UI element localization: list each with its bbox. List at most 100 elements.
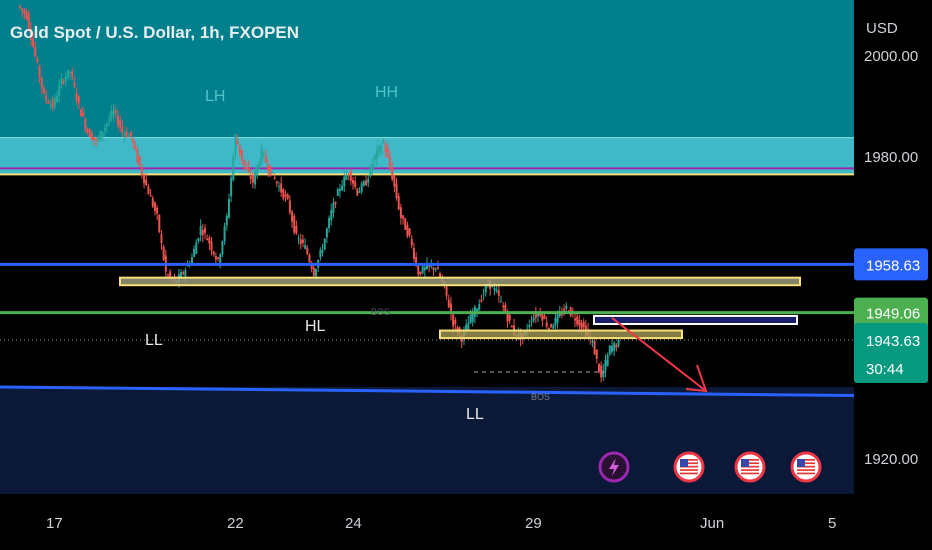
candle-body	[258, 162, 261, 168]
candle-body	[349, 170, 352, 181]
candle-body	[53, 97, 56, 107]
candle-body	[454, 319, 457, 325]
candle-body	[116, 116, 119, 125]
candle-body	[225, 215, 228, 226]
candle-body	[201, 229, 204, 236]
candle-body	[66, 69, 69, 79]
candle-body	[600, 365, 603, 378]
candle-body	[69, 71, 72, 73]
candle-body	[330, 210, 333, 221]
candle-body	[611, 346, 613, 352]
candle-body	[319, 250, 322, 258]
candle-body	[617, 339, 620, 346]
chart-title: Gold Spot / U.S. Dollar, 1h, FXOPEN	[10, 23, 299, 42]
candle-body	[217, 257, 220, 259]
candle-body	[34, 46, 37, 56]
candle-body	[199, 225, 202, 236]
candle-body	[132, 139, 135, 143]
candle-body	[386, 148, 389, 158]
annotation-bos-lower: BOS	[531, 392, 550, 402]
candle-body	[190, 257, 193, 264]
candle-body	[156, 207, 159, 214]
candle-body	[360, 183, 363, 192]
candle-body	[325, 228, 328, 238]
candle-body	[543, 315, 546, 319]
candle-body	[82, 112, 85, 117]
candle-body	[182, 272, 185, 274]
candle-body	[149, 195, 152, 197]
candle-body	[197, 238, 200, 242]
blue-trendline[interactable]	[0, 385, 855, 398]
candle-body	[162, 246, 165, 260]
candle-body	[236, 139, 239, 145]
candle-body	[103, 127, 106, 131]
candle-body	[304, 245, 307, 249]
candle-body	[421, 266, 424, 274]
candle-body	[167, 274, 169, 276]
candle-body	[369, 165, 372, 177]
white-outline-box[interactable]	[593, 314, 798, 325]
candle-body	[193, 248, 196, 257]
candle-body	[367, 178, 370, 183]
candle-body	[79, 109, 82, 117]
candle-body	[75, 92, 78, 101]
candle-body	[576, 316, 579, 325]
candle-body	[112, 109, 115, 116]
candle-body	[21, 8, 24, 11]
candle-body	[23, 9, 26, 14]
candle-body	[391, 167, 394, 180]
candle-body	[140, 166, 143, 176]
candle-body	[84, 119, 87, 129]
yellow-zone-box-upper[interactable]	[119, 276, 801, 287]
candle-body	[556, 314, 559, 323]
candle-body	[382, 141, 385, 143]
candle-body	[64, 77, 67, 81]
candle-body	[341, 185, 344, 191]
candle-body	[465, 324, 468, 331]
candle-body	[449, 303, 452, 315]
candle-body	[147, 186, 150, 195]
candle-body	[334, 202, 337, 204]
candle-body	[497, 290, 500, 296]
candle-body	[315, 269, 317, 277]
candle-body	[395, 183, 398, 198]
candle-body	[32, 38, 35, 47]
candle-body	[269, 165, 272, 176]
candle-body	[432, 267, 435, 270]
price-tick-label: 1980.00	[864, 149, 918, 166]
candle-body	[143, 174, 146, 184]
yellow-zone-box-lower[interactable]	[439, 329, 683, 340]
candle-body	[301, 239, 304, 243]
candle-body	[378, 145, 381, 152]
time-axis[interactable]	[0, 494, 854, 550]
candle-body	[106, 123, 109, 127]
candle-body	[138, 156, 141, 167]
candle-body	[504, 304, 507, 314]
candle-body	[58, 85, 61, 96]
candle-body	[415, 257, 418, 264]
candle-body	[539, 314, 542, 316]
candle-body	[219, 254, 222, 266]
price-tick-label: 2000.00	[864, 48, 918, 65]
projection-arrow[interactable]	[611, 317, 707, 392]
us-flag-icon	[741, 459, 759, 475]
candle-body	[306, 247, 309, 255]
candle-body	[362, 181, 365, 186]
candle-body	[299, 239, 302, 245]
countdown-label: 30:44	[866, 361, 904, 378]
candle-body	[238, 144, 241, 154]
price-tag-last-label: 1943.63	[866, 333, 920, 350]
events-row	[598, 451, 822, 483]
candle-body	[262, 153, 265, 155]
candle-body	[90, 133, 93, 140]
candle-body	[469, 314, 472, 324]
candle-body	[328, 217, 331, 229]
candle-body	[602, 370, 605, 378]
candle-body	[151, 198, 154, 207]
candle-body	[365, 180, 368, 186]
candle-body	[419, 271, 422, 275]
candle-body	[136, 149, 139, 162]
candle-body	[295, 225, 298, 234]
annotation-lh: LH	[205, 88, 225, 105]
